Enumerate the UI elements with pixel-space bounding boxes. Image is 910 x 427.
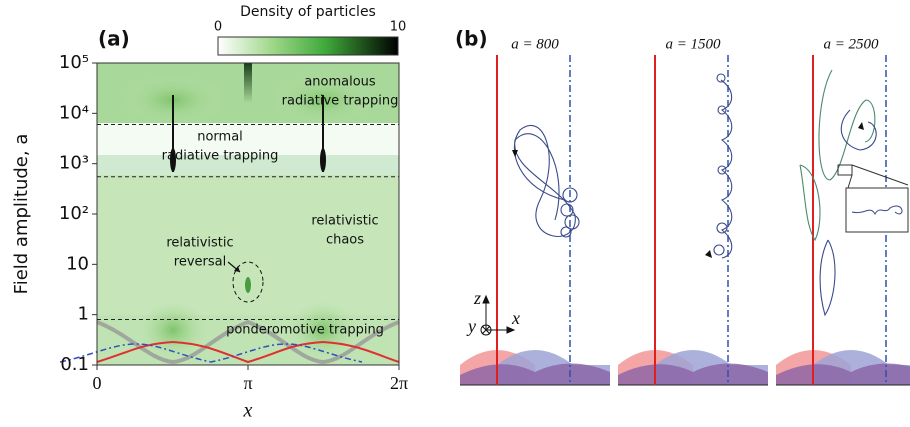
- annotation: radiative trapping: [162, 149, 279, 164]
- y-tick-label: 10⁴: [59, 102, 89, 123]
- colorbar-tick-label: 10: [390, 20, 407, 35]
- colorbar: [217, 36, 399, 56]
- subpanel-title: a = 800: [511, 36, 559, 52]
- y-axis-label: Field amplitude, a: [11, 134, 32, 295]
- y-tick-label: 10²: [59, 203, 89, 224]
- colorbar-title: Density of particles: [240, 4, 376, 20]
- annotation: normal: [197, 130, 243, 145]
- panel-a: (a) Density of particles Field amplitude…: [11, 4, 399, 422]
- x-tick-label: 0: [93, 373, 102, 393]
- y-tick-label: 10: [66, 253, 89, 274]
- y-tick-label: 10³: [59, 153, 89, 174]
- y-tick-label: 0.1: [60, 354, 89, 375]
- x-tick-label: π: [243, 373, 252, 393]
- x-axis-label: x: [243, 400, 253, 422]
- annotation: reversal: [174, 255, 226, 270]
- panel-label: (a): [98, 27, 130, 51]
- y-tick-label: 10⁵: [59, 52, 89, 73]
- annotation: chaos: [326, 233, 364, 248]
- colorbar-tick-label: 0: [214, 20, 222, 35]
- trajectories: [513, 69, 877, 317]
- axes-triad: [480, 294, 516, 336]
- y-tick-label: 1: [78, 304, 89, 325]
- annotation: anomalous: [304, 75, 376, 90]
- subpanel-title: a = 2500: [823, 36, 879, 52]
- panel-b: (b) a = 800 a = 1500 a = 2500 z y x: [455, 27, 910, 386]
- annotation: ponderomotive trapping: [226, 323, 384, 338]
- subpanel-title: a = 1500: [665, 36, 721, 52]
- field-profile: [776, 363, 910, 385]
- axis-symbol: x: [511, 308, 520, 328]
- heatmap: [59, 62, 400, 366]
- axis-symbol: z: [473, 288, 481, 308]
- annotation: relativistic: [311, 214, 378, 229]
- panel-label: (b): [455, 27, 488, 51]
- x-tick-label: 2π: [390, 373, 408, 393]
- annotation: radiative trapping: [282, 94, 399, 109]
- axis-symbol: y: [466, 316, 476, 336]
- annotation: relativistic: [166, 236, 233, 251]
